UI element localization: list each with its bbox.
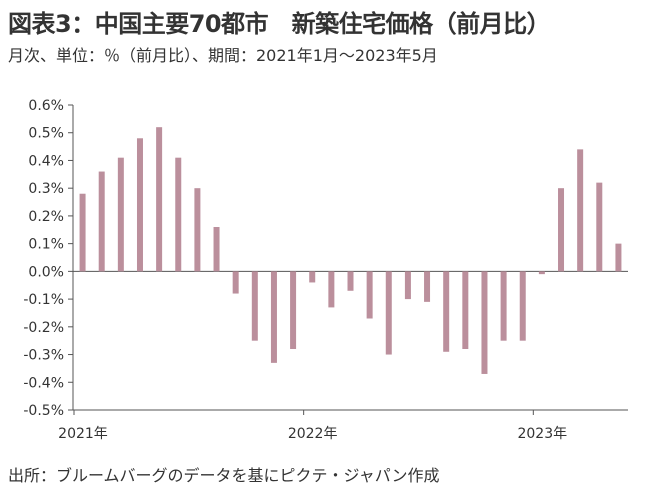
bar xyxy=(558,188,565,272)
y-tick-label: -0.5% xyxy=(23,403,64,419)
bar xyxy=(270,271,277,363)
bar xyxy=(194,188,201,272)
bar xyxy=(213,227,220,272)
bar xyxy=(519,271,526,341)
bar xyxy=(328,271,335,308)
bar xyxy=(385,271,392,355)
y-tick-label: 0.6% xyxy=(28,98,64,114)
bar xyxy=(404,271,411,300)
chart-title: 図表3：中国主要70都市 新築住宅価格（前月比） xyxy=(8,10,551,38)
source-note: 出所：ブルームバーグのデータを基にピクテ・ジャパン作成 xyxy=(8,466,440,485)
y-tick-label: -0.4% xyxy=(23,375,64,391)
bar xyxy=(98,171,105,272)
bar xyxy=(232,271,239,294)
y-tick-label: 0.4% xyxy=(28,153,64,169)
x-tick-label: 2021年 xyxy=(58,426,108,442)
bar xyxy=(615,243,622,272)
bar-series xyxy=(79,127,622,374)
bar xyxy=(500,271,507,341)
bar xyxy=(290,271,297,349)
chart-subtitle: 月次、単位：％（前月比）、期間：2021年1月～2023年5月 xyxy=(8,46,438,65)
y-tick-label: 0.3% xyxy=(28,181,64,197)
y-tick-label: -0.2% xyxy=(23,320,64,336)
bar xyxy=(481,271,488,374)
bar xyxy=(538,271,545,275)
bar xyxy=(366,271,373,319)
bar xyxy=(251,271,258,341)
bar xyxy=(347,271,354,291)
x-tick-label: 2023年 xyxy=(517,426,567,442)
bar xyxy=(156,127,163,272)
y-tick-label: 0.0% xyxy=(28,264,64,280)
bar xyxy=(577,149,584,272)
bar xyxy=(175,157,182,272)
bar xyxy=(309,271,316,283)
y-tick-label: -0.1% xyxy=(23,292,64,308)
y-tick-label: 0.2% xyxy=(28,209,64,225)
y-tick-label: 0.5% xyxy=(28,126,64,142)
bar xyxy=(136,138,143,272)
bar xyxy=(443,271,450,352)
y-tick-label: 0.1% xyxy=(28,237,64,253)
y-tick-label: -0.3% xyxy=(23,348,64,364)
bar xyxy=(79,193,86,272)
bar xyxy=(117,157,124,272)
x-axis: 2021年 2022年 2023年 xyxy=(58,270,628,442)
x-tick-label: 2022年 xyxy=(288,426,338,442)
bar xyxy=(462,271,469,349)
y-axis: 0.6% 0.5% 0.4% 0.3% 0.2% 0.1% 0.0% -0.1% -0.2% -0… xyxy=(23,98,74,419)
bar xyxy=(424,271,431,302)
bar xyxy=(596,182,603,272)
